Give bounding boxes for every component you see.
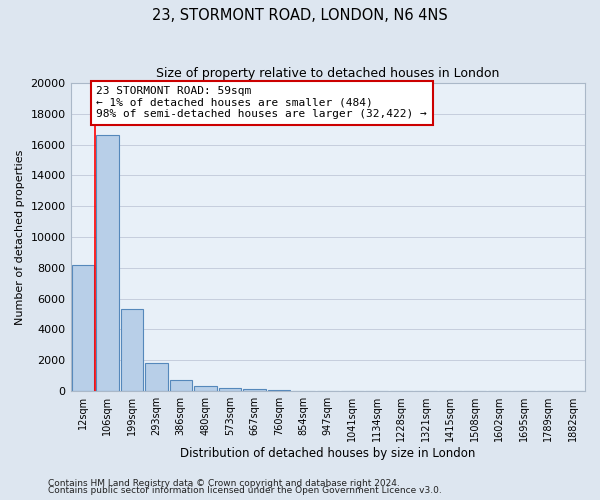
Title: Size of property relative to detached houses in London: Size of property relative to detached ho… [156,68,499,80]
Y-axis label: Number of detached properties: Number of detached properties [15,150,25,325]
Text: Contains HM Land Registry data © Crown copyright and database right 2024.: Contains HM Land Registry data © Crown c… [48,478,400,488]
Bar [71,265,94,391]
Bar [170,380,192,391]
Bar [243,389,266,391]
Bar [218,388,241,391]
X-axis label: Distribution of detached houses by size in London: Distribution of detached houses by size … [180,447,475,460]
Bar [268,390,290,391]
Bar [194,386,217,391]
Text: Contains public sector information licensed under the Open Government Licence v3: Contains public sector information licen… [48,486,442,495]
Bar [96,136,119,391]
Bar [121,310,143,391]
Text: 23 STORMONT ROAD: 59sqm
← 1% of detached houses are smaller (484)
98% of semi-de: 23 STORMONT ROAD: 59sqm ← 1% of detached… [96,86,427,120]
Text: 23, STORMONT ROAD, LONDON, N6 4NS: 23, STORMONT ROAD, LONDON, N6 4NS [152,8,448,22]
Bar [145,362,167,391]
